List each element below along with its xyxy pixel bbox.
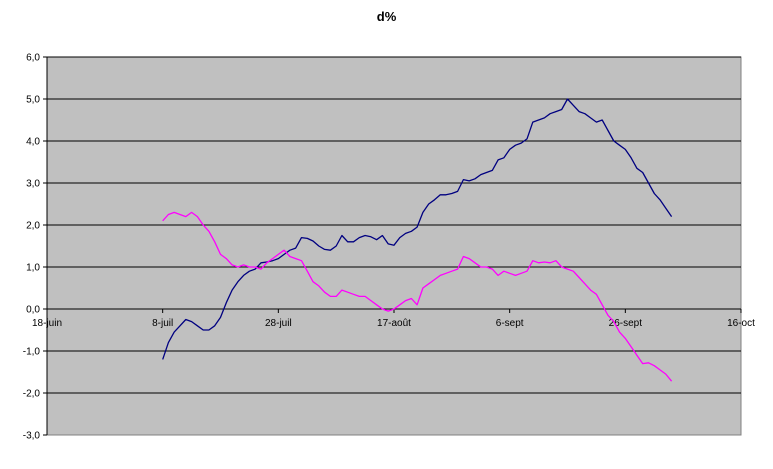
y-tick-label: 3,0 (26, 179, 40, 190)
y-tick-label: 4,0 (26, 137, 40, 148)
x-tick-label: 26-sept (609, 318, 643, 329)
y-tick-label: 6,0 (26, 53, 40, 64)
y-tick-label: 2,0 (26, 221, 40, 232)
y-tick-label: 1,0 (26, 263, 40, 274)
y-tick-label: -2,0 (23, 389, 41, 400)
series-line-1 (162, 98, 673, 360)
y-tick-label: 0,0 (26, 305, 40, 316)
y-tick-label: -3,0 (23, 431, 41, 442)
chart-title: d% (376, 9, 397, 24)
x-tick-label: 17-août (377, 318, 411, 329)
x-tick-label: 16-oct (727, 318, 755, 329)
x-tick-label: 18-juin (32, 318, 62, 329)
x-tick-label: 8-juil (152, 318, 173, 329)
x-tick-label: 28-juil (265, 318, 292, 329)
series-line-2 (162, 211, 673, 382)
plot-area (46, 56, 742, 436)
x-tick-label: 6-sept (496, 318, 524, 329)
y-tick-label: -1,0 (23, 347, 41, 358)
y-tick-label: 5,0 (26, 95, 40, 106)
